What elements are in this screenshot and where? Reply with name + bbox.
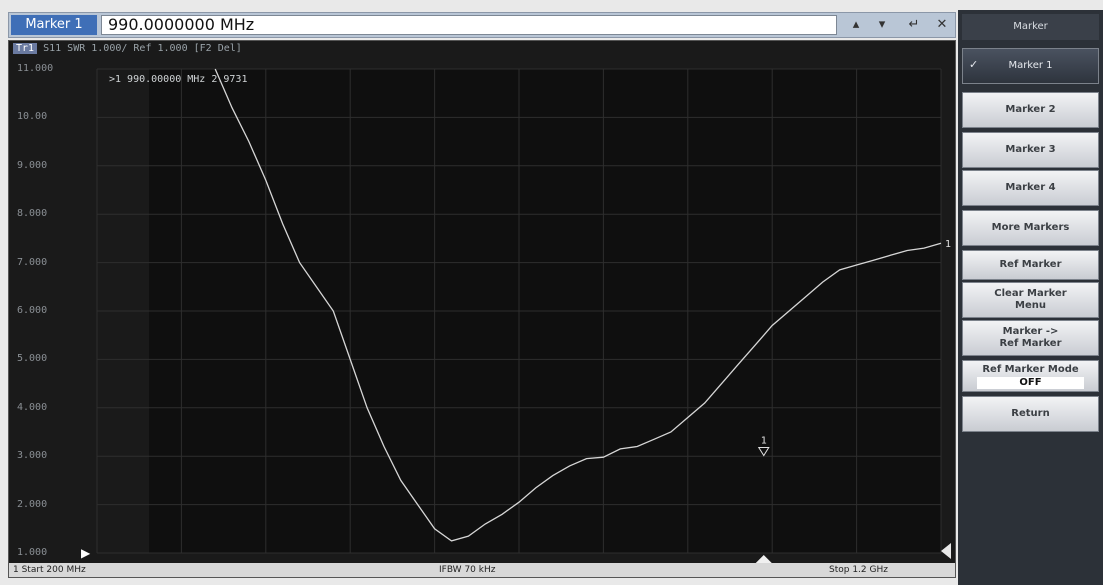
trace-chip[interactable]: Tr1 <box>13 43 38 54</box>
spin-up-icon[interactable]: ▴ <box>852 17 860 32</box>
y-tick-label: 2.000 <box>17 498 48 510</box>
softkey-label: Marker 4 <box>1005 182 1056 193</box>
y-tick-label: 4.000 <box>17 401 48 413</box>
trace-end-label: 1 <box>945 239 951 250</box>
status-bar: 1 Start 200 MHz IFBW 70 kHz Stop 1.2 GHz <box>9 563 955 577</box>
softkey-return[interactable]: Return <box>962 396 1099 432</box>
marker-1-label: 1 <box>761 436 767 447</box>
softkey-sublabel: Menu <box>1015 300 1046 311</box>
y-tick-label: 3.000 <box>17 450 48 462</box>
softkey-sublabel: Ref Marker <box>999 338 1062 349</box>
softkey-label: Ref Marker <box>999 259 1062 270</box>
y-tick-label: 10.00 <box>17 111 48 123</box>
right-edge-arrow <box>941 543 951 559</box>
y-tick-label: 9.000 <box>17 159 48 171</box>
softkey-panel: Marker ✓ Marker 1 Marker 2 Marker 3 Marker 4… <box>958 10 1103 585</box>
y-tick-label: 8.000 <box>17 208 48 220</box>
softkey-more-markers[interactable]: More Markers <box>962 210 1099 246</box>
entry-label: Marker 1 <box>11 15 97 35</box>
softkey-title: Marker <box>962 14 1099 40</box>
softkey-label: Clear Marker <box>994 288 1067 299</box>
stimulus-marker-arrow <box>755 555 772 563</box>
softkey-marker-3[interactable]: Marker 3 <box>962 132 1099 168</box>
trace-plot[interactable]: 1 1 ▶ Tr1 S11 SWR 1.000/ Ref 1.000 [F2 Del… <box>8 40 956 578</box>
softkey-label: Marker 3 <box>1005 144 1056 155</box>
reference-level-arrow: ▶ <box>81 546 91 560</box>
enter-icon[interactable]: ↵ <box>908 17 920 32</box>
marker-entry-bar: Marker 1 990.0000000 MHz ▴ ▾ ↵ ✕ <box>8 12 956 38</box>
trace-chart: 1 1 ▶ <box>81 68 951 563</box>
y-tick-label: 7.000 <box>17 256 48 268</box>
trace-header-text: S11 SWR 1.000/ Ref 1.000 [F2 Del] <box>43 43 242 54</box>
trace-header: Tr1 S11 SWR 1.000/ Ref 1.000 [F2 Del] <box>13 43 242 54</box>
softkey-label: More Markers <box>991 222 1070 233</box>
softkey-marker-4[interactable]: Marker 4 <box>962 170 1099 206</box>
marker-frequency-input[interactable]: 990.0000000 MHz <box>101 15 837 35</box>
softkey-clear-marker[interactable]: Clear Marker Menu <box>962 282 1099 318</box>
softkey-label: Ref Marker Mode <box>982 363 1079 375</box>
trace-line <box>214 68 942 542</box>
stop-frequency: Stop 1.2 GHz <box>829 565 888 575</box>
y-tick-label: 1.000 <box>17 547 48 558</box>
softkey-label: Marker 1 <box>1008 60 1053 71</box>
softkey-value: OFF <box>977 376 1084 389</box>
close-icon[interactable]: ✕ <box>936 17 948 32</box>
softkey-label: Return <box>1011 408 1050 419</box>
marker-1-symbol <box>757 447 770 457</box>
ifbw: IFBW 70 kHz <box>439 565 496 575</box>
softkey-ref-marker[interactable]: Ref Marker <box>962 250 1099 280</box>
softkey-label: Marker 2 <box>1005 104 1056 115</box>
y-tick-label: 5.000 <box>17 353 48 365</box>
start-frequency: 1 Start 200 MHz <box>13 565 86 575</box>
softkey-ref-marker-mode[interactable]: Ref Marker Mode OFF <box>962 360 1099 392</box>
softkey-label: Marker -> <box>1002 326 1059 337</box>
y-tick-label: 6.000 <box>17 305 48 316</box>
marker-readout: >1 990.00000 MHz 2.9731 <box>109 74 248 85</box>
y-tick-label: 11.000 <box>17 63 54 74</box>
check-icon: ✓ <box>969 58 979 71</box>
softkey-marker-2[interactable]: Marker 2 <box>962 92 1099 128</box>
softkey-marker[interactable]: Marker -> Ref Marker <box>962 320 1099 356</box>
spin-down-icon[interactable]: ▾ <box>878 17 886 32</box>
softkey-marker-1[interactable]: ✓ Marker 1 <box>962 48 1099 84</box>
